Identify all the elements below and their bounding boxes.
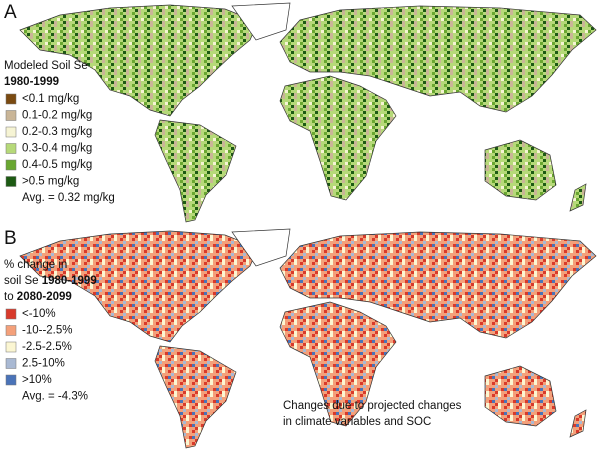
- legend-swatch: [5, 358, 17, 369]
- annotation: Changes due to projected changes: [283, 400, 462, 412]
- legend-title: Modeled Soil Se: [4, 60, 88, 72]
- legend-title: to 2080-2099: [4, 291, 72, 303]
- legends: A Modeled Soil Se 1980-1999 <0.1 mg/kg 0.1-0…: [4, 2, 462, 428]
- annotation: in climate variables and SOC: [283, 416, 431, 428]
- legend-label: 0.1-0.2 mg/kg: [22, 110, 92, 122]
- legend-label: <-10%: [22, 308, 56, 320]
- legend-label: <0.1 mg/kg: [22, 93, 79, 105]
- legend-label: 0.2-0.3 mg/kg: [22, 126, 92, 138]
- legend-label: -10--2.5%: [22, 325, 73, 337]
- legend-title-part: 1980-1999: [42, 275, 97, 287]
- legend-title: soil Se 1980-1999: [4, 275, 97, 287]
- legend-title-part: to: [4, 291, 17, 303]
- greenland-a: [231, 2, 291, 41]
- legend-title-part: soil Se: [4, 275, 42, 287]
- legend-label: 0.3-0.4 mg/kg: [22, 143, 92, 155]
- panel-letter: B: [4, 228, 17, 249]
- legend-swatch: [5, 159, 17, 171]
- average: Avg. = -4.3%: [22, 391, 88, 403]
- legend-title: 1980-1999: [4, 76, 59, 88]
- legend-swatch: [5, 93, 17, 105]
- legend-swatch: [5, 374, 17, 386]
- legend-label: >10%: [22, 374, 52, 386]
- continents: [19, 4, 597, 223]
- legend-title-part: 1980-1999: [4, 76, 59, 88]
- legend-swatch: [5, 308, 17, 320]
- legend-swatch: [5, 176, 17, 187]
- legend-swatch: [5, 341, 17, 353]
- legend-title-part: % change in: [4, 259, 67, 271]
- legend-swatch: [5, 126, 17, 138]
- panel-letter: A: [4, 2, 17, 23]
- legend-title: % change in: [4, 259, 67, 271]
- greenland-b: [231, 228, 291, 267]
- map-panel-a: [19, 4, 597, 223]
- legend-title-part: Modeled Soil Se: [4, 60, 88, 72]
- legend-label: -2.5-2.5%: [22, 341, 72, 353]
- legend-swatch: [5, 325, 17, 336]
- legend-label: 2.5-10%: [22, 358, 65, 370]
- average: Avg. = 0.32 mg/kg: [22, 192, 115, 204]
- legend-title-part: 2080-2099: [17, 291, 72, 303]
- legend-label: >0.5 mg/kg: [22, 176, 79, 188]
- legend-swatch: [5, 143, 17, 154]
- legend-swatch: [5, 110, 17, 121]
- legend-label: 0.4-0.5 mg/kg: [22, 159, 92, 171]
